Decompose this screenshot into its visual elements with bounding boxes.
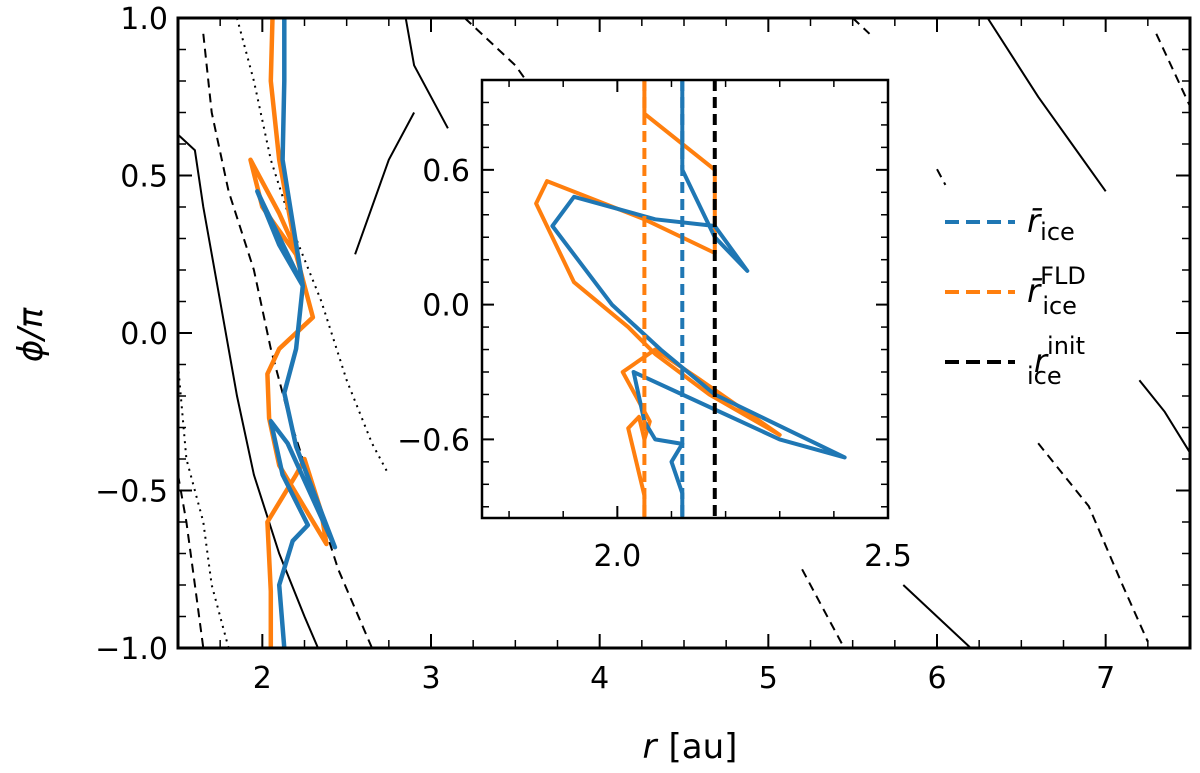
ice-line-series-1 bbox=[248, 18, 329, 648]
inset-y-tick-label: −0.6 bbox=[397, 423, 470, 458]
contour-line-dashed bbox=[852, 18, 871, 35]
ice-line-series-2 bbox=[255, 18, 338, 648]
inset-plot: 2.0 2.5 −0.6 0.0 0.6 bbox=[397, 78, 912, 574]
x-tick-label: 3 bbox=[421, 661, 440, 696]
main-contours bbox=[178, 18, 1190, 648]
contour-line-dashed bbox=[178, 474, 205, 648]
x-tick-label: 5 bbox=[759, 661, 778, 696]
inset-ice-line-2 bbox=[550, 80, 847, 518]
legend-label-3: rinit ice bbox=[1027, 332, 1085, 390]
legend-superscript: init bbox=[1047, 332, 1085, 360]
x-tick-label: 2 bbox=[253, 661, 272, 696]
inset-y-tick-label: 0.0 bbox=[422, 289, 470, 324]
x-tick-label: 7 bbox=[1096, 661, 1115, 696]
x-tick-label: 4 bbox=[590, 661, 609, 696]
main-ticks: 2 3 4 5 6 7 −1.0 −0.5 0.0 0.5 1.0 bbox=[95, 2, 1191, 696]
inset-y-tick-label: 0.6 bbox=[422, 154, 470, 189]
x-tick-label: 6 bbox=[927, 661, 946, 696]
x-axis-label-unit: [au] bbox=[669, 727, 738, 767]
legend-symbol: r bbox=[1034, 342, 1049, 380]
inset-ticks: 2.0 2.5 −0.6 0.0 0.6 bbox=[397, 80, 912, 574]
legend-subscript: ice bbox=[1042, 292, 1077, 320]
inset-ice-line-1 bbox=[534, 80, 782, 518]
y-tick-label: 0.0 bbox=[120, 317, 168, 352]
contour-line-dashed bbox=[1155, 33, 1190, 107]
legend-label-2: r̄FLD ice bbox=[1027, 262, 1086, 320]
legend-superscript: FLD bbox=[1040, 262, 1086, 290]
y-tick-label: −0.5 bbox=[95, 475, 168, 510]
legend-symbol: r̄ bbox=[1027, 202, 1043, 240]
inset-content bbox=[534, 80, 847, 518]
y-tick-label: −1.0 bbox=[95, 632, 168, 667]
inset-frame bbox=[480, 78, 890, 520]
y-axis-label: ϕ/π bbox=[11, 307, 51, 362]
legend-symbol: r̄ bbox=[1027, 272, 1043, 310]
main-series bbox=[248, 18, 338, 648]
main-plot-frame bbox=[176, 16, 1192, 650]
x-axis-label: r [au] bbox=[643, 727, 738, 767]
contour-line-dotted bbox=[178, 364, 230, 648]
legend-subscript: ice bbox=[1040, 218, 1075, 246]
inset-x-tick-label: 2.0 bbox=[593, 539, 641, 574]
legend-label-1: r̄ice bbox=[1027, 202, 1075, 246]
contour-line-dotted bbox=[236, 18, 390, 476]
contour-line-solid bbox=[1138, 379, 1190, 454]
contour-line-solid bbox=[902, 584, 972, 648]
x-axis-label-symbol: r bbox=[643, 727, 659, 767]
contour-line-solid bbox=[354, 112, 415, 255]
contour-line-solid bbox=[404, 18, 449, 129]
contour-line-solid bbox=[178, 133, 319, 648]
inset-x-tick-label: 2.5 bbox=[864, 539, 912, 574]
contour-line-dashed bbox=[801, 568, 846, 648]
contour-line-dashed bbox=[202, 33, 373, 648]
y-tick-label: 0.5 bbox=[120, 160, 168, 195]
contour-line-dashed bbox=[936, 168, 947, 186]
contour-line-dashed bbox=[1037, 442, 1149, 643]
y-tick-label: 1.0 bbox=[120, 2, 168, 37]
main-plot: 2 3 4 5 6 7 −1.0 −0.5 0.0 0.5 1.0 bbox=[95, 2, 1192, 696]
legend-subscript: ice bbox=[1027, 362, 1062, 390]
contour-line-solid bbox=[986, 18, 1107, 192]
